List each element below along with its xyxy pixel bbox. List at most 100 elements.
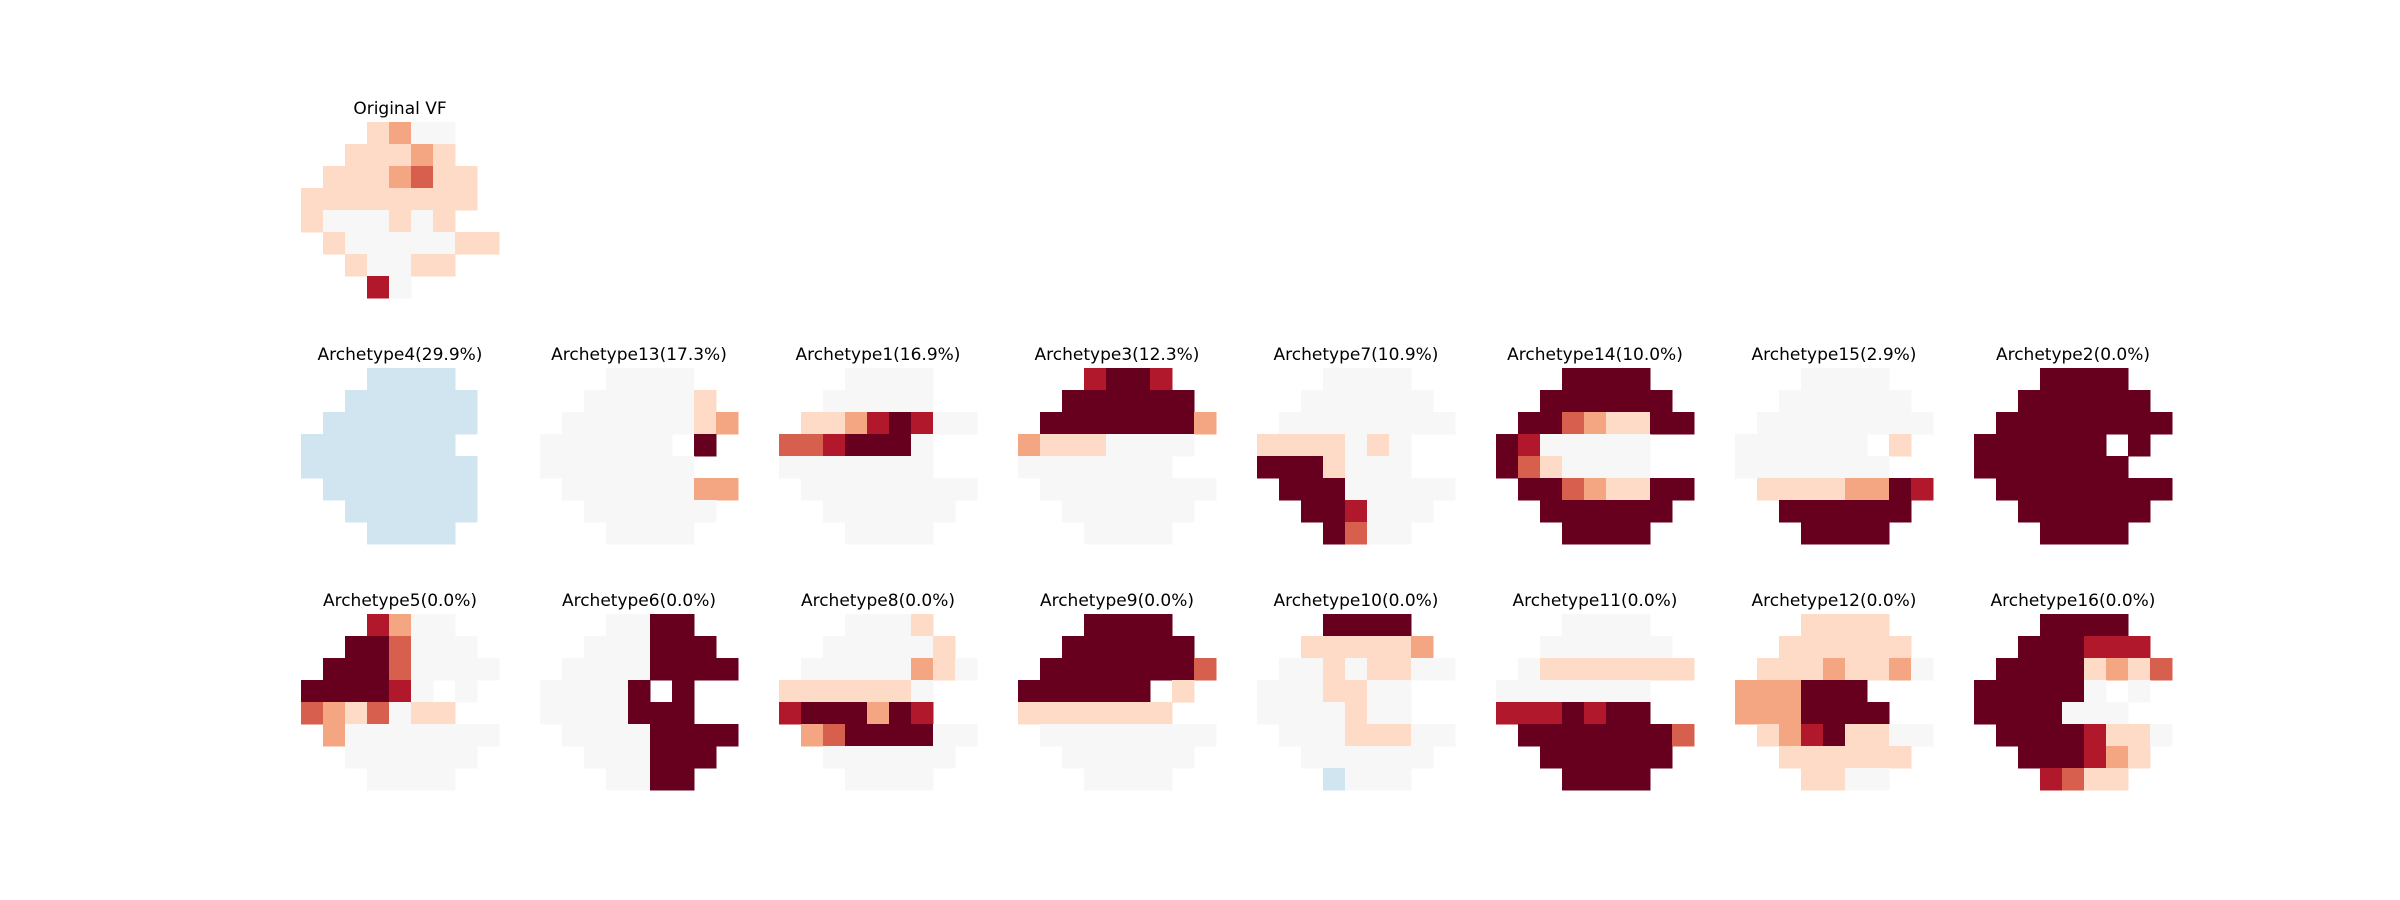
- heatmap-cell: [2150, 412, 2173, 435]
- heatmap-cell: [911, 702, 934, 725]
- heatmap-cell: [301, 680, 324, 703]
- heatmap-cell: [889, 368, 912, 391]
- heatmap-cell: [911, 500, 934, 523]
- heatmap-cell: [889, 500, 912, 523]
- heatmap-cell: [2018, 412, 2041, 435]
- heatmap-cell: [1106, 614, 1129, 637]
- heatmap-cell: [911, 522, 934, 545]
- heatmap-cell: [889, 724, 912, 747]
- heatmap-cell: [606, 768, 629, 791]
- heatmap-cell: [650, 434, 673, 457]
- heatmap-cell: [411, 636, 434, 659]
- heatmap-cell: [672, 500, 695, 523]
- heatmap-cell: [2040, 636, 2063, 659]
- heatmap-cell: [2040, 456, 2063, 479]
- heatmap-cell: [823, 412, 846, 435]
- heatmap-cell: [323, 478, 346, 501]
- heatmap-cell: [1150, 522, 1173, 545]
- heatmap-cell: [1867, 478, 1890, 501]
- heatmap-cell: [889, 390, 912, 413]
- heatmap-cell: [2106, 658, 2129, 681]
- heatmap-cell: [1062, 434, 1085, 457]
- heatmap-cell: [2106, 456, 2129, 479]
- heatmap-cell: [2084, 368, 2107, 391]
- panel-title: Archetype11(0.0%): [1513, 591, 1678, 611]
- heatmap-cell: [1128, 658, 1151, 681]
- heatmap-cell: [1801, 456, 1824, 479]
- heatmap-cell: [584, 478, 607, 501]
- heatmap-cell: [389, 122, 412, 145]
- heatmap-cell: [1628, 768, 1651, 791]
- heatmap-cell: [1801, 368, 1824, 391]
- heatmap-cell: [1040, 724, 1063, 747]
- heatmap-cell: [1889, 636, 1912, 659]
- heatmap-cell: [323, 658, 346, 681]
- heatmap-cell: [1128, 456, 1151, 479]
- heatmap-cell: [433, 188, 456, 211]
- heatmap-cell: [1128, 724, 1151, 747]
- heatmap-cell: [606, 434, 629, 457]
- heatmap-cell: [716, 412, 739, 435]
- heatmap-cell: [1040, 702, 1063, 725]
- heatmap-cell: [845, 412, 868, 435]
- heatmap-cell: [628, 412, 651, 435]
- heatmap-cell: [889, 658, 912, 681]
- heatmap-cell: [1779, 702, 1802, 725]
- heatmap-cell: [1411, 746, 1434, 769]
- heatmap-cell: [411, 368, 434, 391]
- heatmap-cell: [1172, 746, 1195, 769]
- heatmap-cell: [2084, 724, 2107, 747]
- heatmap-cell: [1540, 746, 1563, 769]
- heatmap-cell: [433, 166, 456, 189]
- heatmap-cell: [1323, 390, 1346, 413]
- heatmap-cell: [433, 390, 456, 413]
- heatmap-cell: [1801, 658, 1824, 681]
- heatmap-cell: [2084, 412, 2107, 435]
- heatmap-cell: [606, 614, 629, 637]
- heatmap-cell: [1562, 522, 1585, 545]
- heatmap-cell: [433, 522, 456, 545]
- heatmap-cell: [477, 658, 500, 681]
- heatmap-cell: [1628, 702, 1651, 725]
- heatmap-cell: [672, 390, 695, 413]
- heatmap-cell: [584, 746, 607, 769]
- heatmap-cell: [716, 658, 739, 681]
- heatmap-cell: [2084, 702, 2107, 725]
- heatmap-cell: [411, 434, 434, 457]
- heatmap-cell: [911, 456, 934, 479]
- heatmap-cell: [1367, 522, 1390, 545]
- heatmap-cell: [1367, 658, 1390, 681]
- heatmap-cell: [801, 434, 824, 457]
- heatmap-cell: [455, 412, 478, 435]
- heatmap-cell: [411, 232, 434, 255]
- heatmap-cell: [672, 412, 695, 435]
- heatmap-cell: [411, 210, 434, 233]
- heatmap-cell: [867, 702, 890, 725]
- heatmap-cell: [2018, 680, 2041, 703]
- heatmap-cell: [650, 614, 673, 637]
- heatmap-cell: [389, 500, 412, 523]
- heatmap-cell: [1301, 702, 1324, 725]
- heatmap-cell: [1084, 412, 1107, 435]
- heatmap-cell: [411, 768, 434, 791]
- heatmap-cell: [1389, 724, 1412, 747]
- heatmap-cell: [1172, 658, 1195, 681]
- heatmap-cell: [1194, 724, 1217, 747]
- heatmap-cell: [650, 456, 673, 479]
- heatmap-cell: [606, 390, 629, 413]
- heatmap-cell: [1367, 368, 1390, 391]
- heatmap-cell: [1323, 636, 1346, 659]
- heatmap-cell: [1801, 724, 1824, 747]
- heatmap-cell: [1845, 412, 1868, 435]
- heatmap-cell: [672, 680, 695, 703]
- heatmap-cell: [1606, 636, 1629, 659]
- heatmap-cell: [628, 636, 651, 659]
- heatmap-cell: [1389, 614, 1412, 637]
- heatmap-cell: [1584, 412, 1607, 435]
- heatmap-cell: [911, 768, 934, 791]
- panel-title: Archetype10(0.0%): [1274, 591, 1439, 611]
- heatmap-cell: [650, 658, 673, 681]
- heatmap-cell: [2018, 390, 2041, 413]
- heatmap-cell: [1172, 680, 1195, 703]
- heatmap-cell: [933, 636, 956, 659]
